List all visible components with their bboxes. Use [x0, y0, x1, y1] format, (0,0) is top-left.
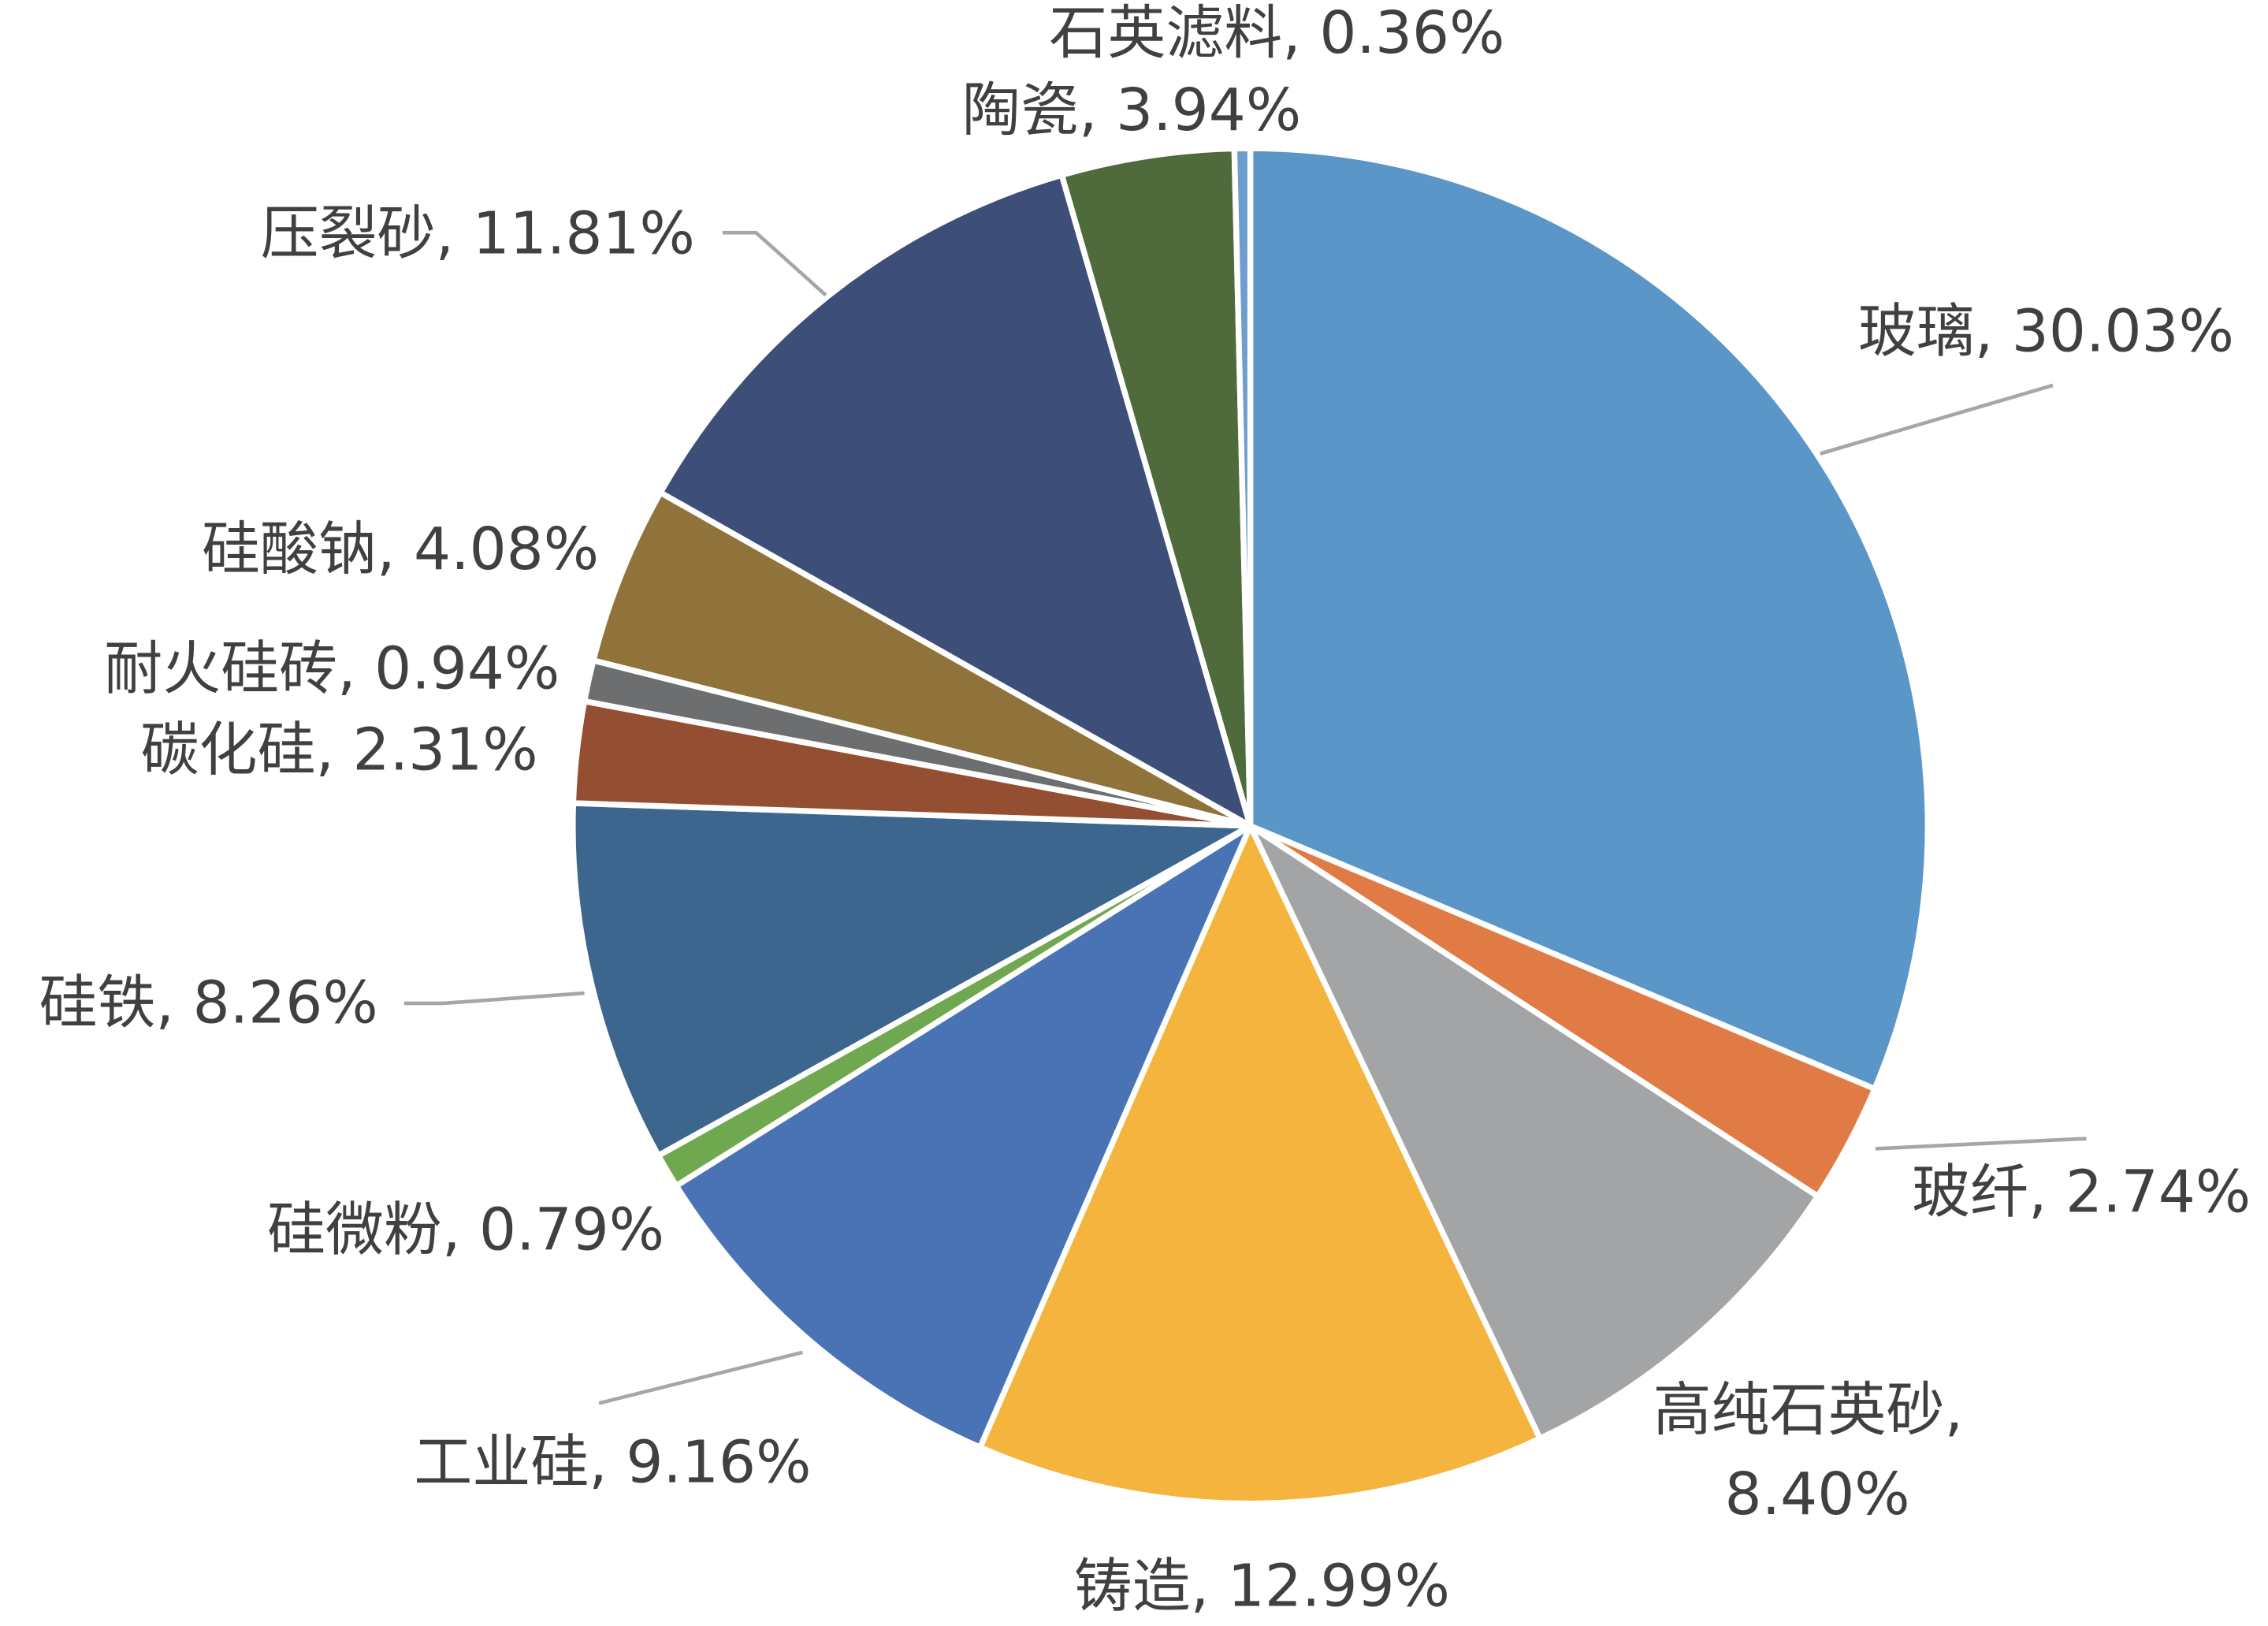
label-separator: , [1975, 297, 2012, 365]
label-separator: , [156, 969, 193, 1036]
category-name: 硅酸钠 [202, 515, 377, 583]
leader-line [722, 230, 827, 297]
value-label: 0.36% [1319, 0, 1504, 67]
label-separator: , [337, 634, 374, 702]
label-separator: , [436, 199, 473, 267]
data-label: 石英滤料, 0.36% [1049, 0, 1504, 67]
category-name: 耐火硅砖 [104, 634, 337, 702]
value-label: 4.08% [414, 515, 599, 583]
label-separator: , [377, 515, 414, 583]
data-label: 硅酸钠, 4.08% [202, 515, 599, 583]
category-name: 碳化硅 [140, 716, 315, 783]
label-separator: , [1282, 0, 1319, 67]
category-name: 工业硅 [414, 1428, 589, 1496]
value-label: 2.31% [353, 716, 538, 783]
category-name: 铸造 [1074, 1552, 1191, 1620]
data-label: 碳化硅, 2.31% [140, 716, 537, 783]
leader-line [1875, 1137, 2087, 1151]
pie-slice [1231, 145, 1254, 829]
leader-line [1820, 383, 2054, 456]
pie-slice [673, 823, 1254, 1450]
data-label: 高纯石英砂, 8.40% [1653, 1376, 1982, 1528]
data-label: 耐火硅砖, 0.94% [104, 634, 560, 702]
category-name: 陶瓷 [962, 76, 1079, 143]
value-label: 9.16% [626, 1428, 811, 1496]
value-label: 12.99% [1228, 1552, 1450, 1620]
label-separator: , [2028, 1158, 2065, 1226]
label-separator: , [442, 1196, 479, 1263]
category-name: 高纯石英砂 [1653, 1376, 1945, 1444]
label-separator: , [315, 716, 352, 783]
value-label: 8.26% [193, 969, 378, 1036]
pie-slice [1058, 145, 1254, 829]
pie-slice [1247, 823, 1821, 1442]
data-label: 铸造, 12.99% [1074, 1552, 1450, 1620]
pie-slice [1247, 145, 1931, 1092]
category-name: 玻璃 [1858, 297, 1975, 365]
category-name: 压裂砂 [261, 199, 436, 267]
leader-line [403, 991, 585, 1006]
data-label: 压裂砂, 11.81% [261, 199, 695, 267]
pie-slice [657, 172, 1254, 829]
label-separator: , [1945, 1376, 1982, 1444]
leader-line [598, 1350, 803, 1405]
value-label: 8.40% [1725, 1460, 1910, 1528]
label-separator: , [1079, 76, 1116, 143]
value-label: 3.94% [1116, 76, 1301, 143]
pie-slice [977, 823, 1543, 1507]
value-label: 0.79% [479, 1196, 664, 1263]
data-label: 玻纤, 2.74% [1912, 1158, 2251, 1226]
data-label: 硅铁, 8.26% [39, 969, 378, 1036]
value-label: 2.74% [2065, 1158, 2251, 1226]
category-name: 硅铁 [39, 969, 156, 1036]
data-label: 陶瓷, 3.94% [962, 76, 1301, 143]
data-label: 硅微粉, 0.79% [267, 1196, 664, 1263]
data-label: 工业硅, 9.16% [414, 1428, 811, 1496]
data-label: 玻璃, 30.03% [1858, 297, 2234, 365]
value-label: 11.81% [473, 199, 695, 267]
category-name: 玻纤 [1912, 1158, 2028, 1226]
value-label: 30.03% [2012, 297, 2234, 365]
category-name: 石英滤料 [1049, 0, 1282, 67]
label-separator: , [1191, 1552, 1228, 1620]
value-label: 0.94% [374, 634, 560, 702]
pie-slice [590, 489, 1254, 829]
pie-slice [570, 800, 1254, 1159]
label-separator: , [589, 1428, 626, 1496]
category-name: 硅微粉 [267, 1196, 442, 1263]
